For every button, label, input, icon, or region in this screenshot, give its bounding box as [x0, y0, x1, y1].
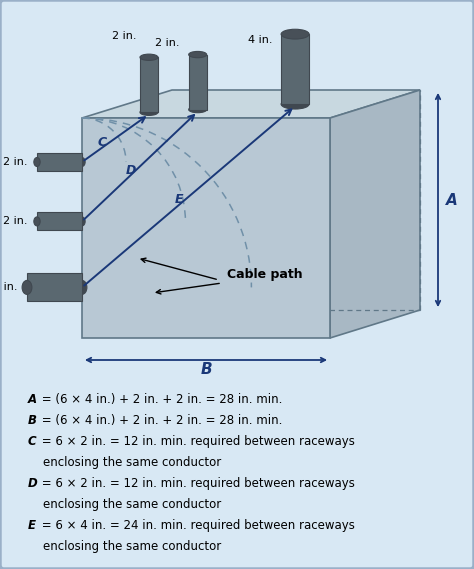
Polygon shape: [330, 90, 420, 338]
Text: = 6 × 2 in. = 12 in. min. required between raceways: = 6 × 2 in. = 12 in. min. required betwe…: [38, 477, 355, 490]
Ellipse shape: [281, 99, 309, 109]
Text: 4 in.: 4 in.: [248, 35, 272, 45]
Text: B: B: [200, 362, 212, 377]
Ellipse shape: [79, 217, 85, 226]
Text: = (6 × 4 in.) + 2 in. + 2 in. = 28 in. min.: = (6 × 4 in.) + 2 in. + 2 in. = 28 in. m…: [38, 393, 283, 406]
Text: C: C: [98, 136, 107, 149]
Text: = (6 × 4 in.) + 2 in. + 2 in. = 28 in. min.: = (6 × 4 in.) + 2 in. + 2 in. = 28 in. m…: [38, 414, 283, 427]
Text: B: B: [28, 414, 37, 427]
Text: 2 in.: 2 in.: [3, 157, 27, 167]
Text: enclosing the same conductor: enclosing the same conductor: [28, 540, 221, 553]
Polygon shape: [281, 34, 309, 104]
Text: E: E: [174, 193, 183, 206]
Polygon shape: [82, 118, 330, 338]
Polygon shape: [37, 153, 82, 171]
Text: 2 in.: 2 in.: [112, 31, 136, 41]
Text: A: A: [28, 393, 37, 406]
Ellipse shape: [34, 158, 40, 167]
Ellipse shape: [22, 281, 32, 294]
Polygon shape: [189, 55, 207, 110]
Text: 2 in.: 2 in.: [3, 216, 27, 226]
Text: A: A: [446, 192, 458, 208]
Text: = 6 × 2 in. = 12 in. min. required between raceways: = 6 × 2 in. = 12 in. min. required betwe…: [38, 435, 355, 448]
Ellipse shape: [281, 29, 309, 39]
Text: 2 in.: 2 in.: [155, 38, 179, 48]
Ellipse shape: [189, 51, 207, 57]
Text: D: D: [126, 164, 136, 178]
Ellipse shape: [189, 106, 207, 113]
Text: = 6 × 4 in. = 24 in. min. required between raceways: = 6 × 4 in. = 24 in. min. required betwe…: [38, 519, 355, 532]
Polygon shape: [27, 273, 82, 302]
Ellipse shape: [77, 281, 87, 294]
Ellipse shape: [34, 217, 40, 226]
Text: E: E: [28, 519, 36, 532]
Text: 4 in.: 4 in.: [0, 282, 17, 292]
Polygon shape: [37, 212, 82, 230]
Text: enclosing the same conductor: enclosing the same conductor: [28, 498, 221, 511]
Text: D: D: [28, 477, 38, 490]
Text: C: C: [28, 435, 36, 448]
Ellipse shape: [140, 109, 158, 116]
Ellipse shape: [140, 54, 158, 60]
Ellipse shape: [79, 158, 85, 167]
Polygon shape: [82, 90, 420, 118]
Polygon shape: [140, 57, 158, 112]
Text: Cable path: Cable path: [227, 268, 302, 281]
Text: enclosing the same conductor: enclosing the same conductor: [28, 456, 221, 469]
